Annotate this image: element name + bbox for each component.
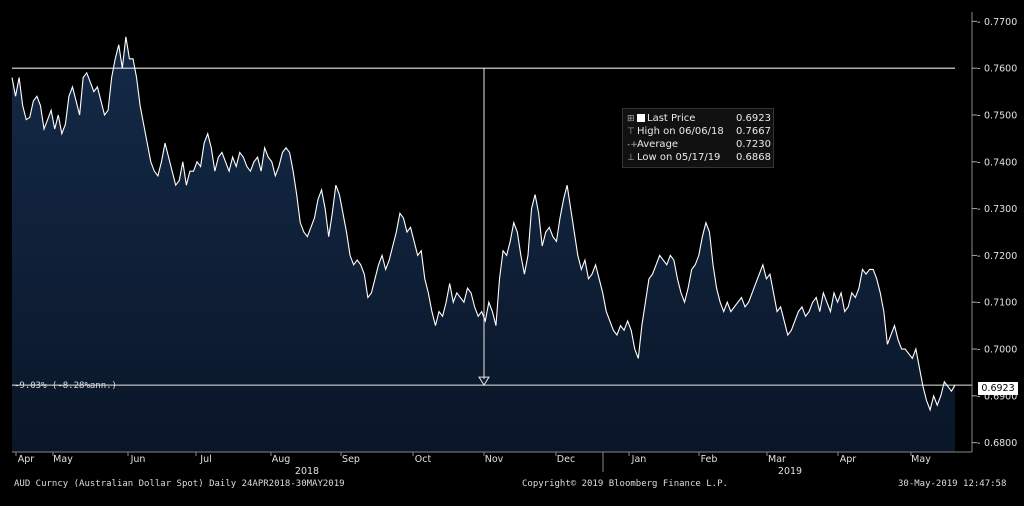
legend-label: Last Price: [647, 113, 696, 124]
y-tick-label: 0.7200: [984, 251, 1017, 262]
y-tick-dash: -: [977, 110, 980, 121]
month-label: May: [911, 454, 931, 465]
month-label: Feb: [701, 454, 718, 465]
month-label: Jun: [130, 454, 146, 465]
return-label: -9.03% (-8.28%ann.): [14, 381, 117, 391]
y-tick-label: 0.6800: [984, 438, 1017, 449]
y-tick-dash: -: [977, 17, 980, 28]
month-label: Aug: [272, 454, 291, 465]
y-tick-dash: -: [977, 391, 980, 402]
low-marker-icon: ⊥: [627, 153, 635, 163]
month-label: Jul: [199, 454, 211, 465]
y-tick-dash: -: [977, 345, 980, 356]
month-label: Apr: [840, 454, 857, 465]
legend-label: Low on 05/17/19: [637, 152, 721, 163]
legend-low: ⊥ Low on 05/17/19 0.6868: [627, 152, 771, 164]
y-tick-label: 0.7300: [984, 204, 1017, 215]
y-tick-dash: -: [977, 298, 980, 309]
timestamp-text: 30-May-2019 12:47:58: [898, 479, 1007, 489]
year-label: 2019: [778, 466, 802, 477]
average-marker-icon: -+: [627, 140, 638, 150]
last-price-tag: 0.6923: [978, 382, 1018, 395]
legend-label: High on 06/06/18: [637, 126, 724, 137]
high-marker-icon: ⊤: [627, 127, 635, 137]
change-arrow-head: [478, 376, 490, 387]
y-tick-dash: -: [977, 157, 980, 168]
legend-high: ⊤ High on 06/06/18 0.7667: [627, 126, 771, 138]
legend-value: 0.7667: [736, 126, 771, 137]
legend-label: Average: [637, 139, 679, 150]
legend: ⊞ Last Price 0.6923 ⊤ High on 06/06/18 0.766…: [622, 108, 774, 168]
y-tick-label: 0.6900: [984, 391, 1017, 402]
month-label: Nov: [485, 454, 504, 465]
price-line: [11, 36, 956, 412]
price-area-fill: [12, 36, 955, 453]
last-price-swatch-icon: [637, 114, 645, 122]
period-label: Daily 24APR2018-30MAY2019: [209, 479, 345, 489]
year-label: 2018: [295, 466, 319, 477]
legend-value: 0.6923: [736, 113, 771, 124]
month-label: May: [53, 454, 73, 465]
y-tick-dash: -: [977, 438, 980, 449]
legend-last-price: ⊞ Last Price 0.6923: [627, 113, 771, 125]
y-tick-label: 0.7500: [984, 110, 1017, 121]
security-name: AUD Curncy (Australian Dollar Spot): [14, 479, 204, 489]
month-label: Jan: [631, 454, 647, 465]
legend-toggle-icon[interactable]: ⊞: [627, 114, 635, 124]
y-tick-label: 0.7600: [984, 64, 1017, 75]
security-description: AUD Curncy (Australian Dollar Spot) Dail…: [14, 479, 345, 491]
y-tick-label: 0.7000: [984, 345, 1017, 356]
y-tick-dash: -: [977, 251, 980, 262]
y-tick-dash: -: [977, 204, 980, 215]
y-tick-label: 0.7700: [984, 17, 1017, 28]
legend-average: -+Average 0.7230: [627, 139, 771, 151]
month-label: Sep: [342, 454, 360, 465]
month-label: Dec: [557, 454, 575, 465]
y-tick-dash: -: [977, 64, 980, 75]
legend-value: 0.6868: [736, 152, 771, 163]
month-label: Apr: [18, 454, 35, 465]
month-label: Mar: [768, 454, 786, 465]
copyright-text: Copyright© 2019 Bloomberg Finance L.P.: [522, 479, 728, 489]
y-tick-label: 0.7400: [984, 157, 1017, 168]
month-label: Oct: [415, 454, 432, 465]
legend-value: 0.7230: [736, 139, 771, 150]
y-tick-label: 0.7100: [984, 298, 1017, 309]
